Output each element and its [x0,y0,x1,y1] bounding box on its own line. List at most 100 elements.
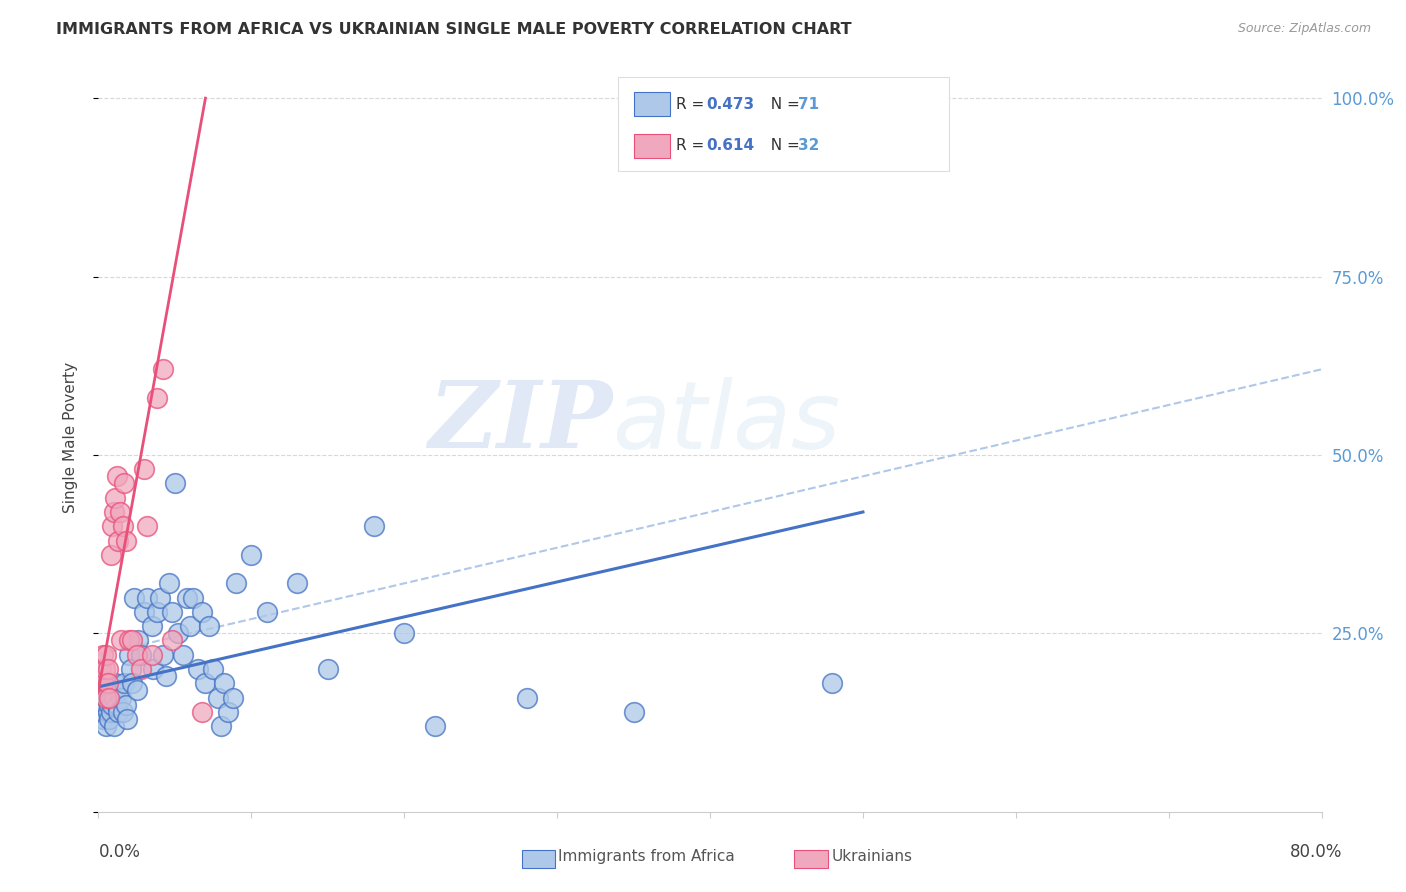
Point [191,705,214,719]
Point [125,683,148,698]
Text: 0.614: 0.614 [706,138,755,153]
Point [136,591,159,605]
Point [112,476,135,491]
Point [108,683,131,698]
Point [256,605,278,619]
Point [120,662,142,676]
Point [134,462,156,476]
FancyBboxPatch shape [522,850,555,868]
Point [217,705,239,719]
Point [516,690,538,705]
Point [125,648,148,662]
Point [89,676,111,690]
Point [90,705,112,719]
Point [145,391,167,405]
Point [121,633,143,648]
Point [90,683,112,698]
Point [152,362,174,376]
Point [181,591,204,605]
Point [160,605,183,619]
Text: 80.0%: 80.0% [1291,843,1343,861]
Point [163,476,186,491]
Point [97,705,120,719]
Text: N =: N = [762,138,806,153]
Point [97,683,120,698]
Point [623,705,645,719]
Point [122,591,145,605]
Point [129,662,152,676]
Point [285,576,308,591]
Text: atlas: atlas [612,376,841,467]
Point [136,519,159,533]
Point [129,648,152,662]
Point [103,505,125,519]
Point [91,712,114,726]
Text: Immigrants from Africa: Immigrants from Africa [558,849,735,864]
Point [108,505,131,519]
Point [98,712,121,726]
Text: N =: N = [762,97,806,112]
Point [103,719,125,733]
Text: Source: ZipAtlas.com: Source: ZipAtlas.com [1237,22,1371,36]
Point [142,662,165,676]
Point [118,648,141,662]
Text: ZIP: ZIP [427,377,612,467]
Point [101,683,124,698]
Point [89,690,111,705]
Point [363,519,385,533]
Point [149,591,172,605]
Point [111,519,134,533]
Point [110,633,132,648]
FancyBboxPatch shape [634,134,669,158]
Point [191,605,214,619]
Point [423,719,446,733]
Point [141,648,163,662]
Point [225,576,247,591]
Point [121,676,143,690]
Point [145,605,167,619]
Point [141,619,163,633]
Point [100,548,122,562]
Y-axis label: Single Male Poverty: Single Male Poverty [63,361,77,513]
Point [94,648,117,662]
Point [107,533,129,548]
Point [104,676,127,690]
Point [97,662,120,676]
Point [127,633,149,648]
Point [160,633,183,648]
Point [98,698,121,712]
Point [167,626,190,640]
Point [207,690,229,705]
Point [316,662,339,676]
Point [91,648,114,662]
Point [103,690,125,705]
Point [821,676,844,690]
Point [97,676,120,690]
Text: IMMIGRANTS FROM AFRICA VS UKRAINIAN SINGLE MALE POVERTY CORRELATION CHART: IMMIGRANTS FROM AFRICA VS UKRAINIAN SING… [56,22,852,37]
Text: Ukrainians: Ukrainians [831,849,912,864]
Point [152,648,174,662]
Point [101,519,124,533]
Point [172,648,194,662]
Text: 0.473: 0.473 [706,97,755,112]
Point [90,662,112,676]
Text: R =: R = [676,97,709,112]
FancyBboxPatch shape [794,850,828,868]
Point [155,669,177,683]
Text: 71: 71 [799,97,820,112]
Point [157,576,180,591]
Point [111,705,134,719]
FancyBboxPatch shape [634,93,669,116]
Point [100,705,122,719]
Point [222,690,245,705]
Point [94,690,117,705]
Point [179,619,201,633]
Point [392,626,416,640]
Point [240,548,263,562]
Point [134,605,156,619]
Point [91,698,114,712]
Point [209,719,232,733]
Point [176,591,198,605]
Point [94,719,117,733]
Point [98,690,121,705]
